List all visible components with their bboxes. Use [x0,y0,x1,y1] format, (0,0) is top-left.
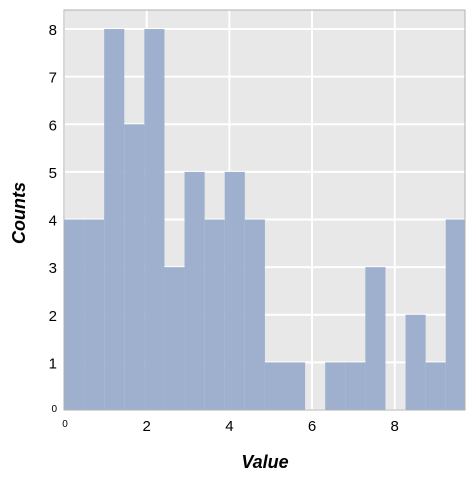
y-tick-label: 0 [51,404,57,415]
histogram-bar [425,362,446,410]
histogram-bar [345,362,366,410]
histogram-bar [224,171,245,410]
x-tick-label: 4 [225,418,233,435]
histogram-bar [84,219,105,410]
histogram-bar [104,29,125,411]
y-tick-label: 8 [49,22,57,39]
x-tick-label: 8 [391,418,399,435]
y-tick-label: 2 [49,308,57,325]
histogram-bar [365,267,386,410]
y-tick-label: 5 [49,165,57,182]
histogram-bar [144,29,165,411]
histogram-bar [285,362,306,410]
histogram-bar [244,219,265,410]
y-tick-label: 6 [49,117,57,134]
histogram-bar [405,314,426,410]
histogram-bar [164,267,185,410]
histogram-bar [124,124,145,411]
histogram-bar [64,219,85,410]
x-axis-title: Value [241,452,288,472]
y-tick-label: 7 [49,70,57,87]
x-tick-label: 0 [62,419,68,430]
histogram-bar [204,219,225,410]
y-axis-title: Counts [9,182,29,244]
x-tick-label: 2 [143,418,151,435]
x-tick-labels: 0 2 4 6 8 [62,418,399,435]
y-tick-label: 1 [49,355,57,372]
histogram-bar [264,362,286,410]
y-tick-labels: 0 1 2 3 4 5 6 7 8 [49,22,58,415]
histogram-bar [184,171,205,410]
y-tick-label: 4 [49,213,57,230]
x-tick-label: 6 [308,418,316,435]
histogram-bars [64,29,465,411]
histogram-bar [325,362,346,410]
y-tick-label: 3 [49,260,57,277]
plot-frame [63,9,466,411]
histogram-bar [445,219,465,410]
